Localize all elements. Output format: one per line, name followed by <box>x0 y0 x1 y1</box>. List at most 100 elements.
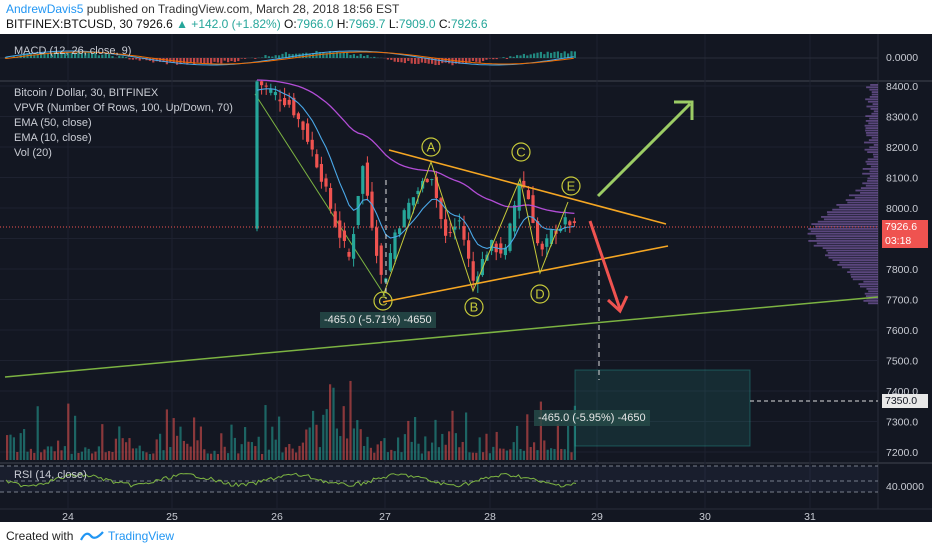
time-axis-label: 27 <box>379 511 391 522</box>
candle-body <box>508 223 512 251</box>
vpvr-bar <box>850 273 878 276</box>
volume-bar <box>312 410 315 460</box>
vpvr-bar <box>866 105 878 108</box>
volume-bar <box>29 448 32 460</box>
vpvr-bar <box>865 295 878 297</box>
macd-bar <box>366 55 369 58</box>
candle-body <box>356 196 360 226</box>
macd-bar <box>40 53 43 58</box>
wave-label-circle <box>511 142 531 162</box>
measure-label-left[interactable]: -465.0 (-5.71%) -4650 <box>320 312 436 328</box>
triangle-upper[interactable] <box>388 149 667 225</box>
volume-bar <box>152 453 155 460</box>
candle-body <box>329 188 333 209</box>
macd-bar <box>108 53 111 58</box>
vpvr-bar <box>810 230 878 233</box>
volume-bar <box>363 445 366 460</box>
macd-bar <box>550 52 553 58</box>
macd-bar <box>431 58 434 64</box>
vpvr-bar <box>867 177 878 180</box>
price-axis[interactable]: 8400.08300.08200.08100.08000.07900.07800… <box>886 52 924 493</box>
volume-bar <box>233 437 236 460</box>
bearish-arrow[interactable] <box>588 220 622 310</box>
candlesticks <box>255 80 576 293</box>
close-label: C: <box>438 17 451 31</box>
volume-bar <box>114 438 117 460</box>
long-trendline[interactable] <box>4 296 879 378</box>
volume-bar <box>19 433 22 460</box>
vpvr-bar <box>871 91 878 93</box>
candle-body <box>402 210 406 228</box>
author-link[interactable]: AndrewDavis5 <box>6 2 84 16</box>
vpvr-bar <box>858 283 878 285</box>
ohlc-line: BITFINEX:BTCUSD, 30 7926.6 ▲ +142.0 (+1.… <box>6 17 488 31</box>
macd-bar <box>363 56 366 58</box>
down-trendline[interactable] <box>254 93 386 297</box>
candle-body <box>273 92 277 96</box>
time-axis-label: 30 <box>699 511 711 522</box>
volume-bar <box>556 424 559 460</box>
volume-bar <box>291 448 294 460</box>
volume-bar <box>420 453 423 460</box>
bearish-arrowhead[interactable] <box>606 295 629 314</box>
vpvr-bar <box>811 223 878 225</box>
vpvr-bar <box>832 259 878 261</box>
candle-body <box>301 121 305 130</box>
volume-bar <box>26 451 29 460</box>
tradingview-brand[interactable]: TradingView <box>108 529 175 543</box>
volume-bar <box>91 453 94 460</box>
macd-bar <box>437 58 440 65</box>
bullish-arrow[interactable] <box>596 102 692 198</box>
macd-bar <box>492 58 495 60</box>
time-axis[interactable]: 24 25 26 27 28 29 30 31 <box>62 511 816 522</box>
wave-path[interactable] <box>382 160 569 297</box>
volume-bar <box>563 449 566 460</box>
vpvr-bar <box>808 240 878 242</box>
volume-bar <box>74 415 77 460</box>
volume-bar <box>410 441 413 460</box>
volume-bar <box>322 414 325 460</box>
chart-header: AndrewDavis5 published on TradingView.co… <box>0 0 932 34</box>
triangle-lower[interactable] <box>382 245 669 303</box>
vpvr-bar <box>839 206 878 209</box>
vpvr-bar <box>852 278 878 281</box>
wave-label-text: B <box>470 300 479 315</box>
vpvr-bar <box>822 247 878 249</box>
vpvr-bar <box>870 108 878 110</box>
volume-bar <box>356 420 359 460</box>
volume-bar <box>131 448 134 460</box>
volume-bar <box>193 417 196 460</box>
volume-bar <box>84 447 87 460</box>
vpvr-bar <box>859 285 878 288</box>
measure-label-right[interactable]: -465.0 (-5.95%) -4650 <box>534 410 650 426</box>
macd-bar <box>138 58 141 61</box>
current-price-tag: 7926.6 <box>882 220 928 234</box>
macd-bar <box>509 56 512 58</box>
macd-bar <box>111 56 114 58</box>
volume-bar <box>240 444 243 460</box>
macd-bar <box>560 53 563 58</box>
legend-ema10: EMA (10, close) <box>14 132 92 144</box>
candle-body <box>379 245 383 275</box>
candle-body <box>398 228 402 235</box>
macd-bar <box>373 56 376 58</box>
tradingview-logo-icon <box>80 531 104 541</box>
macd-bar <box>553 51 556 58</box>
volume-bar <box>325 409 328 460</box>
vpvr-bar <box>864 148 878 151</box>
volume-bar <box>366 436 369 460</box>
macd-bar <box>271 56 274 58</box>
macd-bar <box>359 54 362 58</box>
macd-bar <box>36 53 39 58</box>
volume-bar <box>424 436 427 460</box>
volume-bar <box>57 440 60 460</box>
macd-bar <box>267 56 270 58</box>
bullish-arrowhead[interactable] <box>674 100 694 120</box>
macd-bar <box>264 55 267 58</box>
macd-bar <box>482 58 485 62</box>
projection-box[interactable] <box>574 369 751 447</box>
volume-bar <box>9 434 12 460</box>
macd-bar <box>196 58 199 63</box>
